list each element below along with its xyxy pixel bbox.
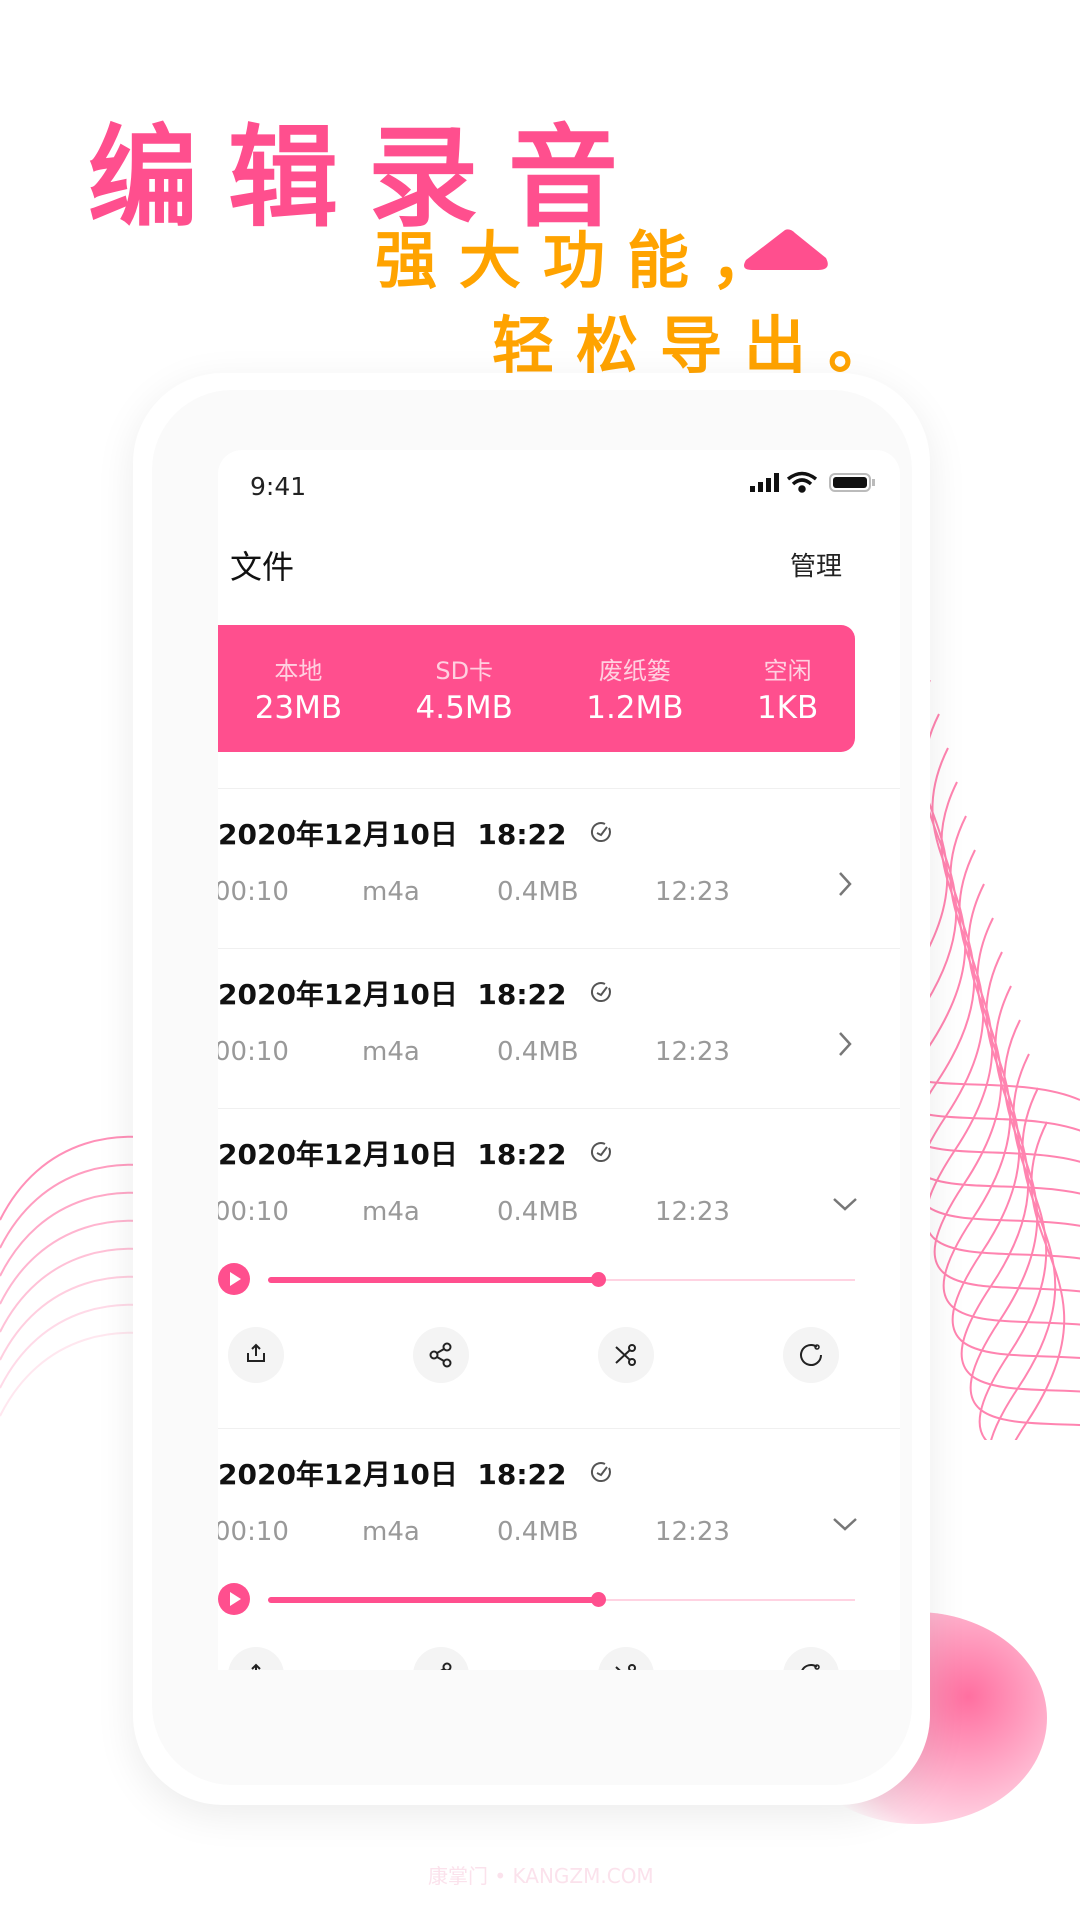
wave-line (924, 849, 1080, 1260)
recording-item[interactable]: 2020年12月10日 18:22 00:10 m4a 0.4MB 12:23 (218, 1108, 900, 1413)
recording-clock: 12:23 (655, 1037, 730, 1067)
stat-label: 本地 (274, 657, 323, 685)
progress-fill (268, 1277, 597, 1283)
recording-size: 0.4MB (497, 1197, 579, 1227)
export-button[interactable] (228, 1327, 284, 1383)
recording-time: 18:22 (477, 978, 567, 1011)
wave-line (933, 883, 1080, 1293)
stat-label: 空闲 (763, 657, 812, 685)
recording-date: 2020年12月10日 (218, 1138, 458, 1171)
recording-datetime: 2020年12月10日 18:22 (218, 1453, 614, 1493)
stat-value: 4.5MB (415, 690, 513, 726)
recording-size: 0.4MB (497, 1517, 579, 1547)
status-time: 9:41 (250, 472, 307, 501)
recording-date: 2020年12月10日 (218, 818, 458, 851)
status-icons (750, 471, 875, 493)
recording-time: 18:22 (477, 1138, 567, 1171)
recording-format: m4a (362, 1197, 420, 1227)
app-screen: 9:41 文件 管理 本地 23MB SD卡 4.5MB 废纸篓 1.2MB 空闲 1K… (218, 450, 900, 1670)
progress-fill (268, 1597, 597, 1603)
recording-duration: 00:10 (218, 1197, 289, 1227)
recording-format: m4a (362, 877, 420, 907)
stat-label: SD卡 (435, 657, 494, 685)
scissors-button[interactable] (598, 1647, 654, 1670)
promo-line1: 强大功能， (375, 224, 796, 297)
recording-time: 18:22 (477, 1458, 567, 1491)
progress-handle[interactable] (591, 1592, 606, 1607)
share-button[interactable] (413, 1647, 469, 1670)
recording-clock: 12:23 (655, 877, 730, 907)
promo-headline: 编辑录音 (88, 114, 648, 242)
edit-check-icon[interactable] (588, 1460, 614, 1486)
battery-icon (829, 473, 875, 492)
triangle-decoration-icon (744, 229, 828, 270)
recording-item[interactable]: 2020年12月10日 18:22 00:10 m4a 0.4MB 12:23 (218, 1428, 900, 1670)
recording-datetime: 2020年12月10日 18:22 (218, 813, 614, 853)
recording-clock: 12:23 (655, 1197, 730, 1227)
storage-summary-card: 本地 23MB SD卡 4.5MB 废纸篓 1.2MB 空闲 1KB (218, 625, 855, 752)
recording-duration: 00:10 (218, 1517, 289, 1547)
recording-format: m4a (362, 1037, 420, 1067)
play-icon[interactable] (218, 1583, 250, 1615)
export-icon (251, 1663, 261, 1670)
refresh-icon (801, 1664, 820, 1670)
edit-check-icon[interactable] (588, 1140, 614, 1166)
chevron-right-icon[interactable] (830, 1029, 860, 1059)
scissors-button[interactable] (598, 1327, 654, 1383)
recording-size: 0.4MB (497, 877, 579, 907)
export-icon (247, 1343, 265, 1362)
chevron-down-icon[interactable] (830, 1509, 860, 1539)
recording-date: 2020年12月10日 (218, 978, 458, 1011)
wave-line (990, 1087, 1057, 1440)
scissors-icon (615, 1344, 636, 1366)
stat-value: 23MB (254, 690, 343, 726)
recording-time: 18:22 (477, 818, 567, 851)
recording-date: 2020年12月10日 (218, 1458, 458, 1491)
refresh-button[interactable] (783, 1327, 839, 1383)
wave-line (951, 951, 1080, 1359)
recording-size: 0.4MB (497, 1037, 579, 1067)
chevron-down-icon[interactable] (830, 1189, 860, 1219)
wave-line (906, 781, 1080, 1195)
storage-local[interactable]: 本地 23MB (255, 651, 342, 726)
recording-datetime: 2020年12月10日 18:22 (218, 1133, 614, 1173)
refresh-button[interactable] (783, 1647, 839, 1670)
storage-sd[interactable]: SD卡 4.5MB (416, 651, 513, 726)
signal-icon (750, 473, 779, 492)
progress-handle[interactable] (591, 1272, 606, 1287)
watermark: 康掌门 • KANGZM.COM (428, 1864, 654, 1888)
share-icon (440, 1662, 452, 1670)
share-button[interactable] (413, 1327, 469, 1383)
wave-line (960, 985, 1080, 1393)
edit-check-icon[interactable] (588, 820, 614, 846)
wave-line (969, 1019, 1080, 1426)
wave-line (978, 1053, 1048, 1440)
play-icon[interactable] (218, 1263, 250, 1295)
manage-button[interactable]: 管理 (790, 552, 843, 582)
recording-datetime: 2020年12月10日 18:22 (218, 973, 614, 1013)
recording-item[interactable]: 2020年12月10日 18:22 00:10 m4a 0.4MB 12:23 (218, 948, 900, 1093)
export-button[interactable] (228, 1647, 284, 1670)
storage-trash[interactable]: 废纸篓 1.2MB (586, 651, 683, 726)
promo-line2: 轻松导出。 (492, 309, 913, 382)
wifi-icon (786, 471, 818, 493)
wave-line (915, 815, 1080, 1227)
stat-value: 1.2MB (586, 690, 684, 726)
chevron-right-icon[interactable] (830, 869, 860, 899)
edit-check-icon[interactable] (588, 980, 614, 1006)
recording-duration: 00:10 (218, 1037, 289, 1067)
recording-item[interactable]: 2020年12月10日 18:22 00:10 m4a 0.4MB 12:23 (218, 788, 900, 933)
wave-line (1014, 1121, 1066, 1440)
refresh-icon (800, 1344, 822, 1366)
page-title: 文件 (230, 548, 295, 586)
wave-line (942, 917, 1080, 1326)
storage-free[interactable]: 空闲 1KB (757, 651, 818, 726)
recording-clock: 12:23 (655, 1517, 730, 1547)
stat-value: 1KB (756, 690, 819, 726)
recording-duration: 00:10 (218, 877, 289, 907)
share-icon (429, 1342, 452, 1368)
recording-format: m4a (362, 1517, 420, 1547)
scissors-icon (615, 1664, 636, 1670)
stat-label: 废纸篓 (598, 657, 671, 685)
